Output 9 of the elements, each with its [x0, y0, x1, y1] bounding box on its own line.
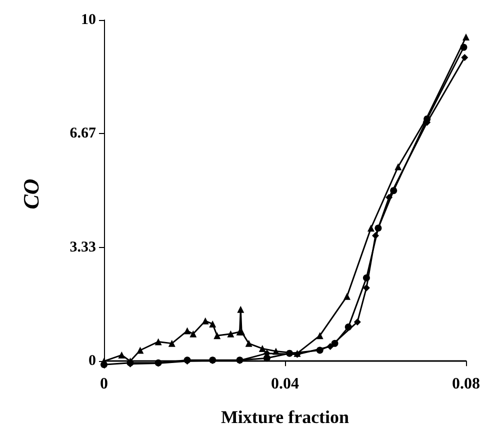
x-tick-label: 0.08	[452, 376, 480, 392]
y-tick-label: 10	[81, 12, 96, 28]
y-axis-title: CO	[18, 178, 44, 210]
x-tick-label: 0.04	[271, 376, 299, 392]
y-tick-label: 3.33	[70, 240, 96, 256]
y-tick-label: 0	[88, 353, 96, 370]
x-tick-label: 0	[100, 376, 108, 392]
y-tick-label: 6.67	[70, 126, 96, 142]
x-axis-title: Mixture fraction	[220, 407, 350, 427]
